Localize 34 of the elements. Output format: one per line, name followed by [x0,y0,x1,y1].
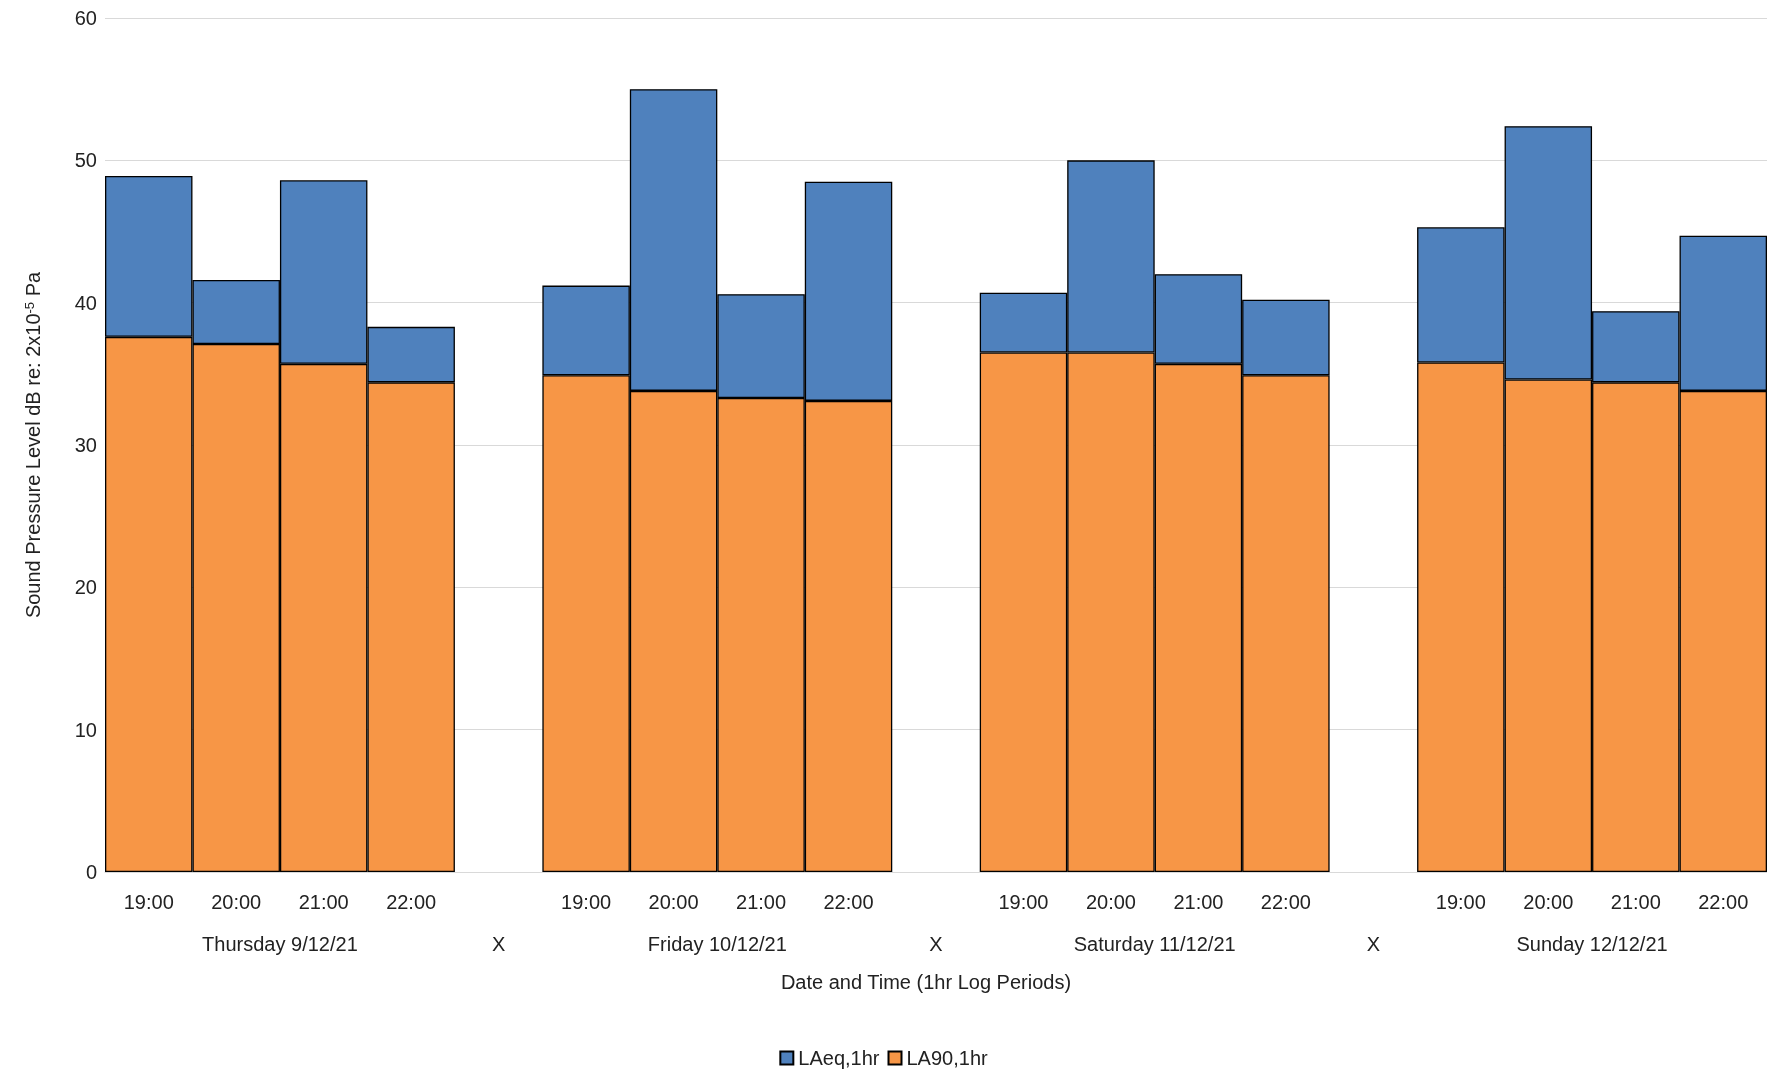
x-tick-label: 19:00 [561,891,612,913]
y-tick-label: 60 [74,7,97,29]
x-tick-label: 20:00 [1523,891,1574,913]
x-tick-label: 19:00 [998,891,1049,913]
x-tick-label: 22:00 [1698,891,1749,913]
x-tick-label: 20:00 [648,891,699,913]
x-axis-title: Date and Time (1hr Log Periods) [780,971,1072,993]
text: Thursday 9/12/21 [202,933,358,955]
x-tick-label: 21:00 [1610,891,1661,913]
y-tick-label: 10 [74,718,97,741]
x-tick-label: 20:00 [1085,891,1136,913]
y-axis-title: Sound Pressure Level dB re: 2x10-5 Pa [22,271,44,619]
x-tick-label: 22:00 [823,891,874,913]
text: Sunday 12/12/21 [1516,933,1668,955]
legend-label: LAeq,1hr [798,1047,880,1069]
text: X [1366,933,1381,955]
text: X [929,933,943,955]
x-tick-label: 21:00 [1173,891,1224,913]
y-tick-label: 0 [85,861,97,883]
text: Friday 10/12/21 [647,933,787,955]
y-tick-label: 20 [74,576,97,599]
x-tick-label: 19:00 [123,891,174,913]
y-tick-label: 30 [74,434,97,456]
legend-label: LA90,1hr [906,1047,989,1069]
y-tick-label: 40 [74,291,97,314]
x-tick-label: 22:00 [1260,891,1311,913]
x-tick-label: 19:00 [1435,891,1486,913]
x-tick-label: 20:00 [211,891,262,913]
text: Saturday 11/12/21 [1073,933,1236,955]
x-tick-label: 22:00 [386,891,437,913]
y-tick-label: 50 [74,149,97,172]
x-tick-label: 21:00 [736,891,787,913]
x-tick-label: 21:00 [298,891,349,913]
text: X [491,933,506,955]
